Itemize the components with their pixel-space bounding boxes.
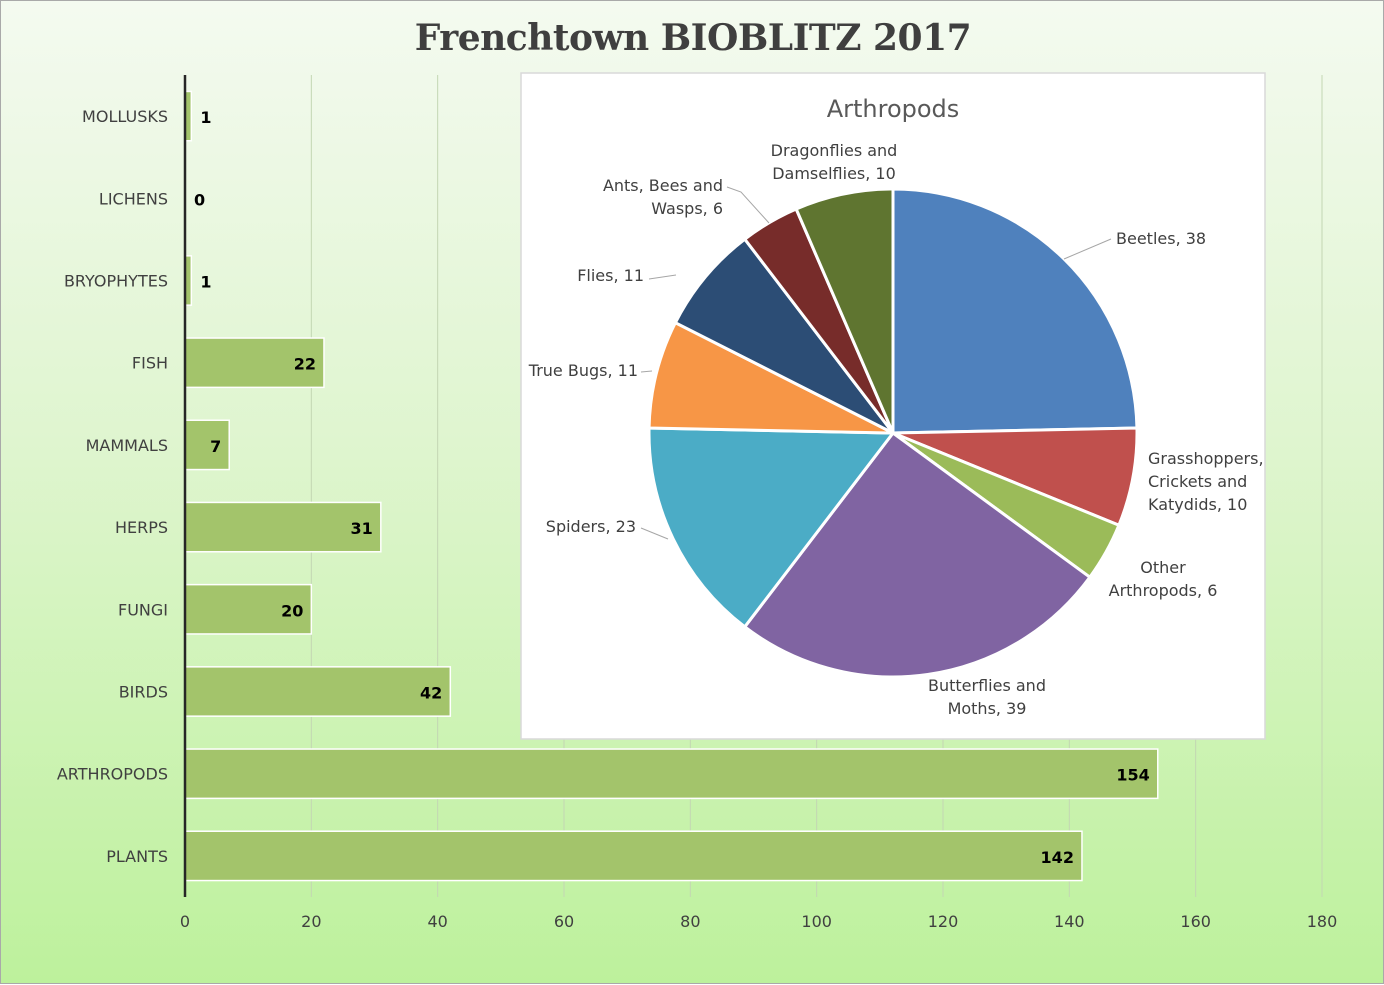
data-label: 1 (200, 273, 211, 292)
leader-line (640, 370, 653, 373)
data-label: 42 (420, 684, 442, 703)
pie-chart-title: Arthropods (827, 95, 960, 123)
leader-line (648, 274, 677, 280)
x-tick-label: 60 (554, 912, 574, 931)
x-tick-label: 80 (680, 912, 700, 931)
pie-slice-label-line: Crickets and (1148, 472, 1247, 491)
pie-slice-label-line: Damselflies, 10 (772, 164, 896, 183)
x-tick-label: 100 (801, 912, 832, 931)
category-label: MOLLUSKS (82, 107, 168, 126)
category-label: HERPS (115, 518, 168, 537)
data-label: 7 (210, 437, 221, 456)
x-tick-label: 20 (301, 912, 321, 931)
pie-slice-label-line: Moths, 39 (948, 699, 1027, 718)
pie-slice-label: Spiders, 23 (546, 517, 636, 536)
pie-slice-label-line: Spiders, 23 (546, 517, 636, 536)
pie-slice-label-line: Other (1140, 558, 1186, 577)
pie-slice (647, 426, 896, 629)
bar-mammals (184, 419, 230, 471)
category-label: FUNGI (118, 600, 168, 619)
pie-slice-label: Grasshoppers, Crickets and Katydids, 10 (1148, 449, 1264, 514)
x-tick-label: 40 (427, 912, 447, 931)
x-tick-label: 0 (180, 912, 190, 931)
pie-slice-label-line: Beetles, 38 (1116, 229, 1206, 248)
x-tick-label: 180 (1307, 912, 1338, 931)
pie-slice-label-line: Wasps, 6 (651, 199, 723, 218)
pie-slice-label: Dragonflies and Damselflies, 10 (771, 141, 898, 183)
pie-slice-label-line: True Bugs, 11 (528, 361, 638, 380)
pie-slice-label-line: Butterflies and (928, 676, 1046, 695)
category-label: LICHENS (99, 189, 168, 208)
x-tick-label: 140 (1054, 912, 1085, 931)
data-label: 142 (1041, 848, 1074, 867)
pie-slice-label: Flies, 11 (577, 266, 644, 285)
pie-slice-label: Ants, Bees and Wasps, 6 (603, 176, 723, 218)
pie-slice-label: Butterflies and Moths, 39 (928, 676, 1046, 718)
data-label: 0 (194, 190, 205, 209)
bar-plants (184, 830, 1083, 882)
pie-slice (794, 187, 895, 434)
category-label: BRYOPHYTES (64, 272, 168, 291)
pie-slice (673, 237, 895, 435)
pie-slice-label-line: Flies, 11 (577, 266, 644, 285)
data-label: 154 (1116, 766, 1149, 785)
leader-line (640, 527, 669, 540)
category-label: FISH (132, 354, 168, 373)
pie-slice-label-line: Ants, Bees and (603, 176, 723, 195)
data-label: 22 (294, 355, 316, 374)
leader-line (1063, 238, 1112, 260)
bar-fish (184, 337, 325, 389)
category-label: ARTHROPODS (57, 765, 168, 784)
pie-slice-label-line: Grasshoppers, (1148, 449, 1264, 468)
pie-slice (891, 187, 1139, 435)
pie-slice-label: True Bugs, 11 (528, 361, 638, 380)
category-label: BIRDS (119, 683, 168, 702)
category-label: PLANTS (106, 847, 168, 866)
leader-line (726, 186, 770, 224)
bar-fungi (184, 583, 313, 635)
data-label: 20 (281, 601, 303, 620)
bar-arthropods (184, 748, 1159, 800)
chart-title: Frenchtown BIOBLITZ 2017 (414, 17, 972, 59)
pie-slice-label-line: Arthropods, 6 (1109, 581, 1218, 600)
category-label: MAMMALS (86, 436, 168, 455)
x-tick-label: 120 (928, 912, 959, 931)
pie-slice-label: Beetles, 38 (1116, 229, 1206, 248)
bar-birds (184, 666, 452, 717)
pie-slice-label: Other Arthropods, 6 (1109, 558, 1218, 600)
x-tick-label: 160 (1180, 912, 1211, 931)
data-label: 31 (351, 519, 373, 538)
pie-slice-label-line: Dragonflies and (771, 141, 898, 160)
data-label: 1 (200, 108, 211, 127)
pie-slice-label-line: Katydids, 10 (1148, 495, 1247, 514)
pie-slice (742, 430, 1092, 679)
pie-slice (647, 320, 894, 435)
